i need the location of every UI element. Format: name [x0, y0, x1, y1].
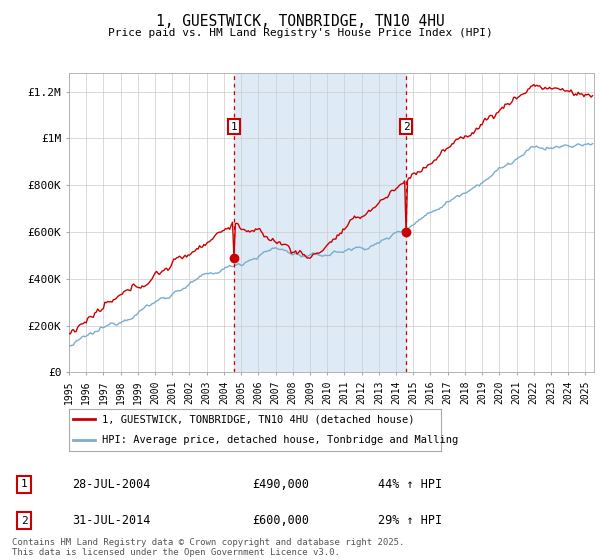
Text: £490,000: £490,000	[252, 478, 309, 491]
Bar	[234, 73, 406, 372]
Text: 1, GUESTWICK, TONBRIDGE, TN10 4HU: 1, GUESTWICK, TONBRIDGE, TN10 4HU	[155, 14, 445, 29]
Text: 44% ↑ HPI: 44% ↑ HPI	[378, 478, 442, 491]
Text: Price paid vs. HM Land Registry's House Price Index (HPI): Price paid vs. HM Land Registry's House …	[107, 28, 493, 38]
Text: 1, GUESTWICK, TONBRIDGE, TN10 4HU (detached house): 1, GUESTWICK, TONBRIDGE, TN10 4HU (detac…	[103, 414, 415, 424]
Text: 2: 2	[20, 516, 28, 526]
Text: HPI: Average price, detached house, Tonbridge and Malling: HPI: Average price, detached house, Tonb…	[103, 435, 459, 445]
Text: 31-JUL-2014: 31-JUL-2014	[72, 514, 151, 528]
Text: 28-JUL-2004: 28-JUL-2004	[72, 478, 151, 491]
Text: £600,000: £600,000	[252, 514, 309, 528]
Text: 1: 1	[20, 479, 28, 489]
Text: 2: 2	[403, 122, 409, 132]
Text: 1: 1	[230, 122, 237, 132]
Text: Contains HM Land Registry data © Crown copyright and database right 2025.
This d: Contains HM Land Registry data © Crown c…	[12, 538, 404, 557]
Text: 29% ↑ HPI: 29% ↑ HPI	[378, 514, 442, 528]
